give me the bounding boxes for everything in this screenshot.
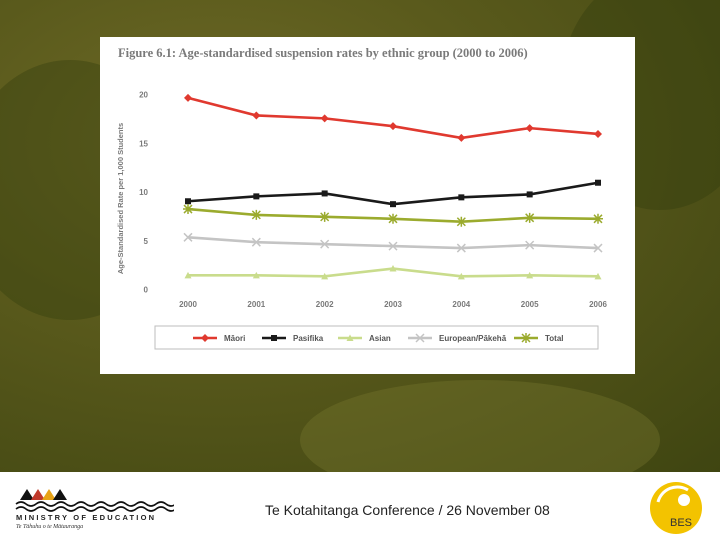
- legend-marker-european: [415, 333, 425, 343]
- data-point-pasifika: [595, 179, 601, 186]
- x-tick-label: 2001: [247, 300, 265, 309]
- chart-figure: 0 5 10 15 20 2000 2001 2002 2003 2004 2005 2006 Age-…: [100, 37, 635, 374]
- y-tick-label: 10: [139, 188, 148, 197]
- data-point-pasifika: [390, 201, 396, 208]
- legend-marker-maori: [201, 334, 209, 342]
- y-tick-label: 20: [139, 91, 148, 100]
- data-point-asian: [594, 272, 602, 280]
- legend-label-total: Total: [545, 334, 564, 343]
- x-tick-label: 2002: [316, 300, 334, 309]
- ministry-name: MINISTRY OF EDUCATION: [16, 513, 157, 522]
- data-point-maori: [252, 111, 261, 120]
- y-tick-label: 0: [144, 286, 149, 295]
- data-point-european: [593, 243, 603, 253]
- x-tick-label: 2006: [589, 300, 607, 309]
- y-tick-label: 15: [139, 139, 148, 148]
- data-point-european: [251, 237, 261, 247]
- data-point-asian: [389, 265, 397, 272]
- chart-title: Figure 6.1: Age-standardised suspension …: [118, 46, 528, 60]
- data-point-maori: [320, 114, 329, 123]
- data-point-european: [456, 243, 466, 253]
- legend-marker-asian: [346, 334, 354, 341]
- data-point-asian: [457, 272, 465, 280]
- bes-logo: BES: [650, 482, 702, 534]
- data-point-pasifika: [321, 190, 328, 197]
- legend-label-european: European/Pākehā: [439, 334, 507, 343]
- legend-marker-pasifika: [271, 335, 277, 341]
- series-line-maori: [187, 96, 599, 140]
- data-point-total: [183, 204, 193, 215]
- line-chart: 0 5 10 15 20 2000 2001 2002 2003 2004 2005 2006 Age-…: [116, 91, 607, 350]
- data-point-pasifika: [458, 194, 465, 201]
- data-point-european: [320, 239, 330, 249]
- data-point-pasifika: [185, 198, 191, 205]
- data-point-total: [593, 213, 603, 224]
- data-point-european: [183, 232, 193, 242]
- legend-marker-total: [521, 333, 531, 343]
- legend-label-maori: Māori: [224, 334, 245, 343]
- ministry-name-maori: Te Tāhuhu o te Mātauranga: [16, 524, 84, 530]
- legend-box: [154, 325, 599, 350]
- data-point-total: [388, 213, 398, 224]
- series-line-pasifika: [187, 181, 599, 206]
- conference-caption: Te Kotahitanga Conference / 26 November …: [265, 502, 550, 518]
- x-tick-label: 2005: [521, 300, 539, 309]
- data-point-asian: [184, 271, 192, 279]
- x-tick-label: 2003: [384, 300, 402, 309]
- data-point-european: [388, 241, 398, 251]
- data-point-asian: [321, 272, 329, 280]
- bes-logo-text: BES: [670, 517, 692, 529]
- data-point-maori: [525, 124, 534, 133]
- legend-label-asian: Asian: [369, 334, 391, 343]
- data-point-european: [525, 240, 535, 250]
- x-tick-label: 2000: [179, 300, 197, 309]
- data-point-asian: [526, 271, 534, 279]
- data-point-total: [319, 211, 330, 222]
- footer-bar: MINISTRY OF EDUCATION Te Tāhuhu o te Māt…: [0, 472, 720, 540]
- data-point-pasifika: [526, 191, 533, 198]
- data-point-asian: [252, 271, 260, 279]
- data-point-total: [524, 212, 535, 223]
- data-point-maori: [184, 93, 192, 102]
- data-point-total: [456, 216, 467, 227]
- data-point-total: [251, 209, 262, 220]
- data-point-maori: [389, 122, 397, 131]
- y-tick-label: 5: [144, 237, 149, 246]
- data-point-maori: [594, 129, 602, 138]
- x-tick-label: 2004: [452, 300, 470, 309]
- data-point-pasifika: [253, 193, 260, 200]
- legend-label-pasifika: Pasifika: [293, 334, 324, 343]
- ministry-logo: [15, 489, 174, 512]
- y-axis-label: Age-Standardised Rate per 1,000 Students: [116, 123, 125, 274]
- data-point-maori: [457, 133, 466, 142]
